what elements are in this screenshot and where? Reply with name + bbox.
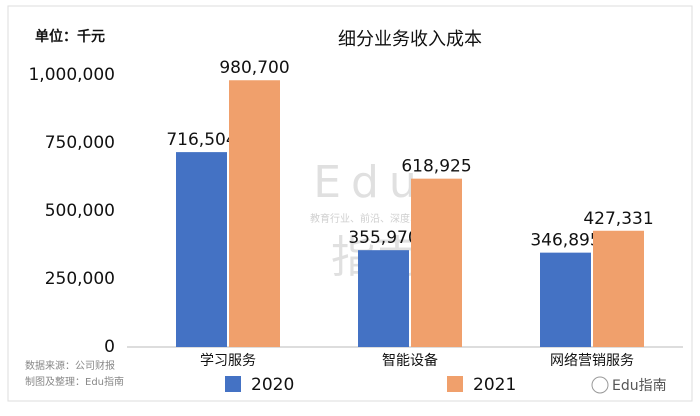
x-tick-label: 网络营销服务 xyxy=(550,353,634,369)
brand-icon xyxy=(591,376,609,394)
data-label: 346,895 xyxy=(530,231,600,251)
chart-frame xyxy=(7,5,693,402)
data-label: 716,504 xyxy=(166,130,236,150)
unit-label: 单位：千元 xyxy=(35,28,105,45)
x-tick-label: 学习服务 xyxy=(200,353,256,369)
bar xyxy=(411,178,462,347)
watermark-tagline: 教育行业、前沿、深度、独家 xyxy=(310,212,440,225)
chart-title: 细分业务收入成本 xyxy=(338,29,482,50)
bar xyxy=(358,250,409,347)
credit-note: 制图及整理：Edu指南 xyxy=(25,375,124,388)
data-label: 980,700 xyxy=(219,58,289,78)
source-note: 数据来源：公司财报 xyxy=(25,359,115,372)
y-tick-label: 750,000 xyxy=(45,133,115,153)
legend-label: 2020 xyxy=(251,375,294,395)
bar xyxy=(593,230,644,347)
data-label: 355,970 xyxy=(348,228,418,248)
y-tick-label: 250,000 xyxy=(45,269,115,289)
bar xyxy=(176,152,227,347)
legend-swatch xyxy=(447,376,463,392)
watermark: Edu xyxy=(313,157,427,208)
data-label: 618,925 xyxy=(401,157,471,177)
y-tick-label: 500,000 xyxy=(45,201,115,221)
legend-swatch xyxy=(225,376,241,392)
x-tick-label: 智能设备 xyxy=(382,352,438,369)
legend-label: 2021 xyxy=(473,375,516,395)
data-label: 427,331 xyxy=(583,209,653,229)
bar xyxy=(229,80,280,347)
y-tick-label: 0 xyxy=(104,337,115,357)
y-tick-label: 1,000,000 xyxy=(28,65,115,85)
bar xyxy=(540,252,591,347)
brand: Edu指南 xyxy=(612,378,667,394)
